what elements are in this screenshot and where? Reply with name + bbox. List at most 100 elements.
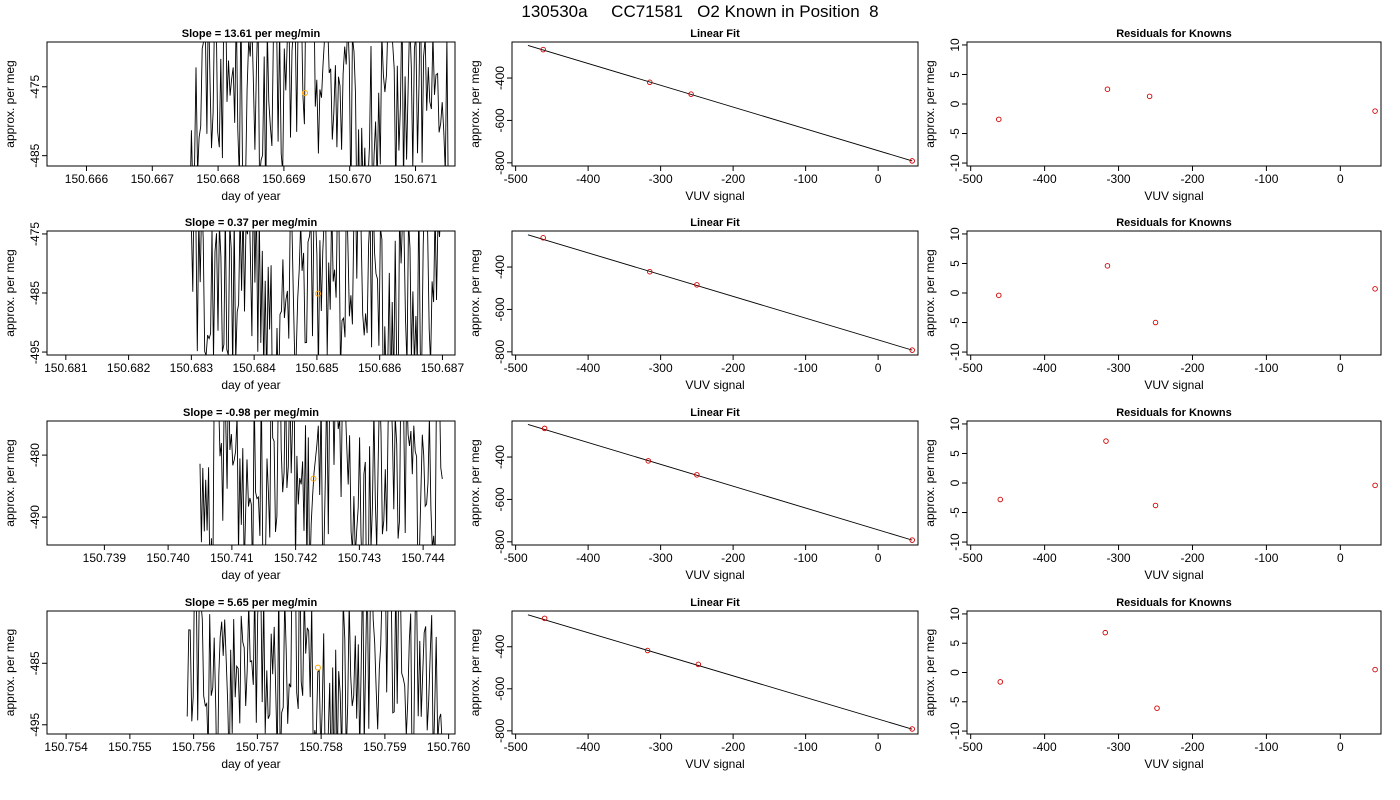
plot-area bbox=[996, 263, 1378, 326]
plot-frame bbox=[966, 610, 1382, 735]
fit-line bbox=[527, 423, 913, 541]
y-axis-label: approx. per meg bbox=[468, 439, 482, 526]
data-point bbox=[997, 679, 1004, 685]
plot-area bbox=[527, 234, 915, 353]
y-tick-label: 10 bbox=[948, 38, 962, 52]
highlight-point bbox=[315, 290, 322, 297]
data-point bbox=[1104, 86, 1111, 92]
x-tick-label: -100 bbox=[794, 172, 818, 186]
x-tick-label: 150.757 bbox=[236, 740, 280, 754]
x-tick-label: -400 bbox=[576, 551, 600, 565]
x-tick-label: -300 bbox=[649, 172, 673, 186]
y-tick-label: -495 bbox=[28, 712, 42, 736]
plot-frame bbox=[46, 41, 456, 167]
x-tick-label: 150.744 bbox=[401, 551, 445, 565]
x-tick-label: -100 bbox=[1254, 172, 1278, 186]
time-series-line bbox=[186, 611, 443, 734]
data-point bbox=[695, 661, 702, 668]
x-tick-label: -200 bbox=[721, 361, 745, 375]
x-tick-label: -200 bbox=[1180, 740, 1204, 754]
y-tick-label: 5 bbox=[948, 71, 962, 78]
x-tick-label: 150.682 bbox=[107, 361, 151, 375]
x-axis-label: VUV signal bbox=[1144, 568, 1203, 582]
data-point bbox=[909, 347, 915, 353]
x-axis-label: VUV signal bbox=[685, 378, 744, 392]
x-tick-label: -300 bbox=[649, 740, 673, 754]
x-axis-label: day of year bbox=[221, 378, 280, 392]
y-tick-label: -485 bbox=[28, 143, 42, 167]
x-axis-label: VUV signal bbox=[685, 189, 744, 203]
data-point bbox=[694, 472, 700, 478]
x-tick-label: 150.759 bbox=[363, 740, 407, 754]
x-tick-label: -500 bbox=[959, 551, 983, 565]
y-tick-label: 10 bbox=[948, 227, 962, 241]
y-tick-label: -400 bbox=[493, 255, 507, 279]
chart-title: Residuals for Knowns bbox=[1116, 28, 1232, 40]
chart-panel-fit-row-4: Linear Fit -500 -400 -300 -200 -100 0 -400 -600 -… bbox=[468, 597, 919, 771]
x-axis-label: day of year bbox=[221, 757, 280, 771]
x-tick-label: 150.671 bbox=[394, 172, 438, 186]
plot-frame bbox=[966, 230, 1382, 356]
y-tick-label: 5 bbox=[948, 260, 962, 267]
x-axis-label: day of year bbox=[221, 568, 280, 582]
y-axis-label: approx. per meg bbox=[3, 629, 17, 716]
y-tick-label: -10 bbox=[948, 533, 962, 551]
y-tick-label: -485 bbox=[28, 281, 42, 305]
y-tick-label: -10 bbox=[948, 722, 962, 740]
x-tick-label: 150.740 bbox=[146, 551, 190, 565]
x-tick-label: -200 bbox=[721, 551, 745, 565]
x-tick-label: -200 bbox=[1180, 172, 1204, 186]
time-series-line bbox=[191, 231, 441, 355]
data-point bbox=[996, 292, 1002, 299]
x-tick-label: -500 bbox=[504, 361, 528, 375]
chart-panel-time-series-row-3: Slope = -0.98 per meg/min 150.739 150.740 1… bbox=[3, 407, 456, 582]
data-point bbox=[1102, 629, 1108, 636]
y-tick-label: -800 bbox=[493, 529, 507, 553]
y-axis-label: approx. per meg bbox=[923, 439, 937, 526]
x-tick-label: -500 bbox=[959, 172, 983, 186]
y-axis-label: approx. per meg bbox=[468, 629, 482, 716]
y-tick-label: 10 bbox=[948, 417, 962, 431]
x-tick-label: -300 bbox=[649, 551, 673, 565]
data-point bbox=[1152, 319, 1159, 326]
x-axis-label: VUV signal bbox=[1144, 189, 1203, 203]
y-tick-label: 0 bbox=[948, 289, 962, 296]
x-tick-label: 0 bbox=[875, 361, 882, 375]
plot-area bbox=[527, 614, 915, 732]
y-tick-label: 5 bbox=[948, 640, 962, 647]
y-tick-label: 0 bbox=[948, 479, 962, 486]
y-tick-label: -5 bbox=[948, 128, 962, 139]
data-point bbox=[1152, 502, 1159, 509]
plot-frame bbox=[966, 41, 1382, 167]
x-tick-label: 150.687 bbox=[421, 361, 465, 375]
plot-area bbox=[191, 231, 441, 355]
x-tick-label: -500 bbox=[959, 361, 983, 375]
x-tick-label: 150.758 bbox=[299, 740, 343, 754]
y-tick-label: -10 bbox=[948, 343, 962, 361]
chart-title: Linear Fit bbox=[690, 217, 740, 229]
x-tick-label: -400 bbox=[1033, 740, 1057, 754]
data-point bbox=[909, 158, 915, 164]
x-tick-label: 150.686 bbox=[358, 361, 402, 375]
chart-panel-residuals-row-2: Residuals for Knowns-500 -400 -300 -200 -100… bbox=[923, 217, 1382, 392]
y-tick-label: -485 bbox=[28, 651, 42, 675]
x-tick-label: -400 bbox=[1033, 551, 1057, 565]
x-tick-label: 150.755 bbox=[108, 740, 152, 754]
x-tick-label: 150.743 bbox=[338, 551, 382, 565]
plot-frame bbox=[46, 230, 456, 356]
x-tick-label: 150.760 bbox=[427, 740, 471, 754]
chart-title: Linear Fit bbox=[690, 407, 740, 419]
x-tick-label: -200 bbox=[721, 740, 745, 754]
fit-line bbox=[527, 614, 913, 730]
x-tick-label: 0 bbox=[1337, 740, 1344, 754]
y-tick-label: 10 bbox=[948, 607, 962, 621]
y-axis-label: approx. per meg bbox=[3, 60, 17, 147]
y-axis-label: approx. per meg bbox=[923, 249, 937, 336]
plot-area bbox=[997, 629, 1378, 711]
y-tick-label: -400 bbox=[493, 66, 507, 90]
y-tick-label: -600 bbox=[493, 108, 507, 132]
data-point bbox=[1103, 438, 1109, 444]
y-tick-label: 5 bbox=[948, 450, 962, 457]
highlight-point bbox=[314, 664, 321, 671]
y-axis-label: approx. per meg bbox=[3, 439, 17, 526]
